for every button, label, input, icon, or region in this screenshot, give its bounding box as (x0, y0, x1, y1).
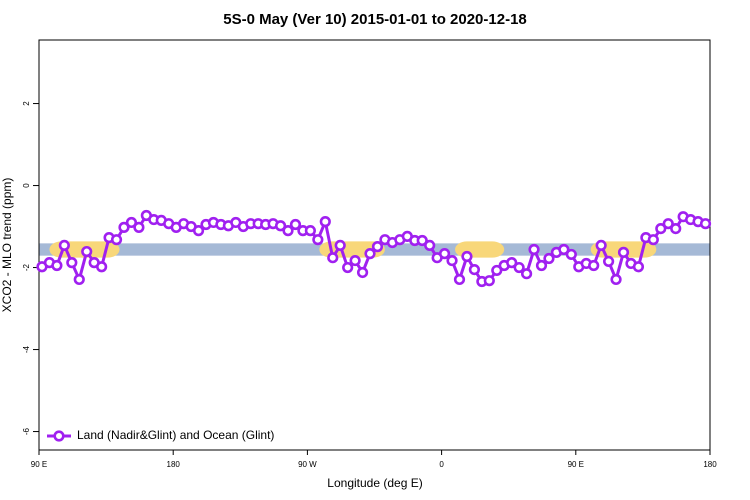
data-point (356, 266, 369, 279)
data-point (670, 223, 682, 235)
y-tick-label: -4 (22, 345, 31, 353)
data-point (51, 259, 63, 272)
data-point (416, 234, 428, 247)
data-point (192, 225, 205, 237)
data-point (446, 254, 458, 267)
data-point (528, 243, 540, 256)
y-tick-label: 2 (22, 101, 31, 106)
data-point (513, 261, 525, 274)
data-point (617, 246, 630, 258)
data-point (610, 273, 622, 286)
data-point (468, 264, 481, 276)
data-point (342, 261, 354, 274)
y-tick-label: 0 (22, 183, 31, 188)
data-point (461, 250, 473, 263)
legend-label: Land (Nadir&Glint) and Ocean (Glint) (77, 428, 274, 442)
legend-marker (53, 430, 65, 442)
data-point (438, 248, 451, 260)
data-point (327, 252, 339, 264)
x-tick-label: 180 (703, 460, 717, 469)
y-tick-label: -6 (22, 427, 31, 435)
data-point (632, 261, 645, 273)
data-point (543, 252, 555, 265)
data-point (662, 218, 674, 230)
data-point (319, 216, 331, 228)
data-point (81, 245, 93, 258)
data-point (506, 257, 518, 269)
data-point (334, 239, 346, 252)
data-point (133, 221, 145, 233)
data-point (535, 259, 548, 272)
plot-frame (38, 39, 711, 451)
data-point (58, 239, 70, 252)
data-point (118, 221, 130, 233)
data-point (73, 273, 85, 286)
data-point (274, 220, 287, 232)
data-point (595, 239, 607, 252)
data-point (699, 218, 712, 230)
data-point (304, 225, 316, 237)
data-point (66, 257, 78, 269)
data-point (603, 255, 615, 268)
x-tick-label: 0 (439, 460, 444, 469)
data-point (453, 273, 466, 286)
x-tick-label: 90 E (568, 460, 584, 469)
data-point (565, 248, 577, 261)
data-point (289, 218, 302, 231)
x-tick-label: 180 (167, 460, 181, 469)
data-point (520, 268, 533, 280)
data-point (349, 254, 361, 267)
data-point (96, 261, 108, 273)
data-point (125, 216, 138, 229)
y-axis-label: XCO2 - MLO trend (ppm) (0, 178, 14, 313)
x-axis-label: Longitude (deg E) (327, 476, 422, 490)
chart-title: 5S-0 May (Ver 10) 2015-01-01 to 2020-12-… (223, 11, 527, 28)
data-point (491, 264, 503, 277)
data-point (558, 243, 570, 256)
data-point (588, 259, 600, 272)
data-point (312, 234, 324, 246)
data-point (282, 225, 294, 237)
data-point (364, 248, 376, 260)
data-point (371, 241, 384, 253)
data-point (483, 275, 495, 287)
data-point (110, 234, 123, 246)
x-tick-label: 90 E (31, 460, 47, 469)
y-tick-label: -2 (22, 263, 31, 271)
data-point (647, 234, 659, 246)
x-tick-label: 90 W (298, 460, 317, 469)
data-point (424, 239, 436, 252)
data-point (655, 223, 667, 235)
